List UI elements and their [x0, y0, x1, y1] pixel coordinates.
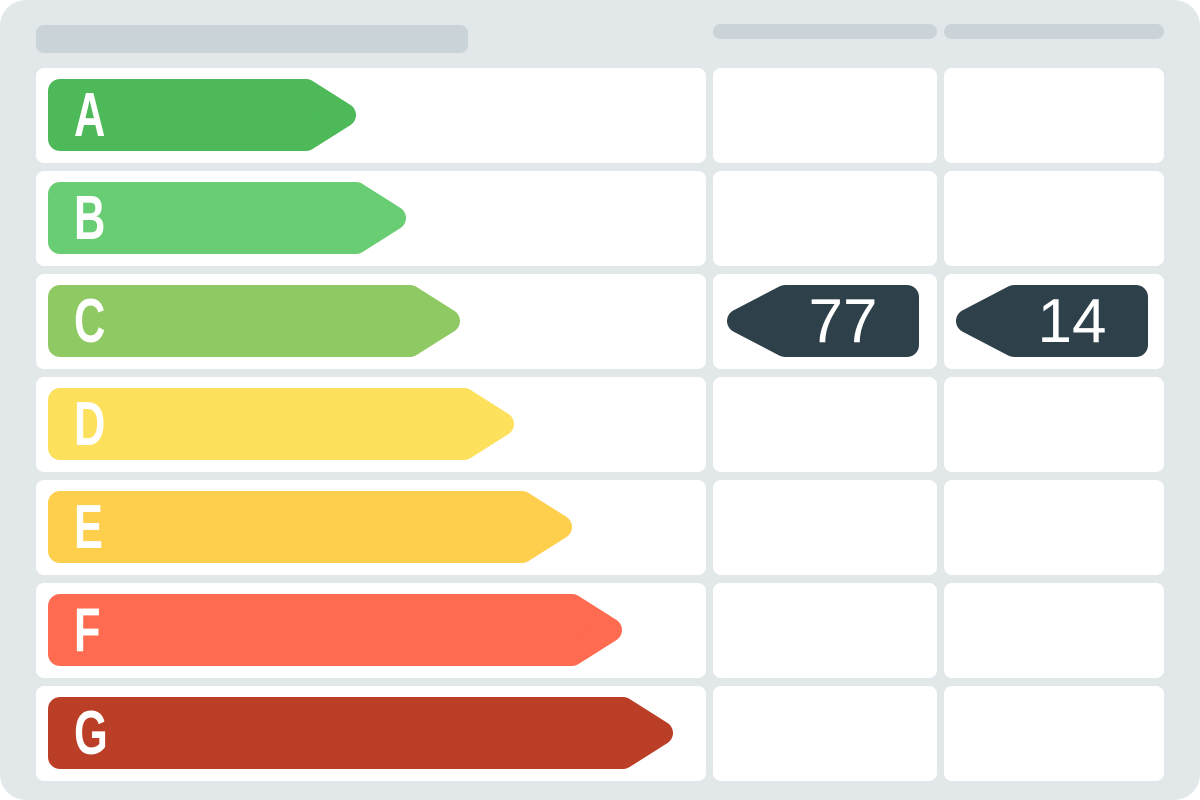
value-cell-B-col2	[944, 171, 1164, 266]
rating-band-arrow-D: D	[48, 388, 516, 460]
badge-value-text: 14	[1037, 286, 1107, 356]
rating-band-letter: D	[74, 389, 106, 459]
rating-band-letter: C	[74, 286, 106, 356]
column1-header-skeleton-bar	[713, 24, 937, 39]
rating-band-arrow-G: G	[48, 697, 675, 769]
rating-band-arrow-F: F	[48, 594, 624, 666]
value-cell-D-col1	[713, 377, 937, 472]
badge-value-text: 77	[808, 286, 878, 356]
band-row-cell-A: A	[36, 68, 706, 163]
value-cell-C-col2: 14	[944, 274, 1164, 369]
value-badge: 14	[954, 285, 1148, 357]
band-row-cell-G: G	[36, 686, 706, 781]
rating-band-arrow-C: C	[48, 285, 462, 357]
rating-band-arrow-B: B	[48, 182, 408, 254]
rating-band-letter: F	[74, 595, 101, 665]
band-row-cell-C: C	[36, 274, 706, 369]
title-skeleton-bar	[36, 25, 468, 53]
band-row-cell-D: D	[36, 377, 706, 472]
column2-header-skeleton-bar	[944, 24, 1164, 39]
rating-band-arrow-A: A	[48, 79, 358, 151]
value-cell-F-col2	[944, 583, 1164, 678]
value-cell-G-col1	[713, 686, 937, 781]
rating-band-letter: A	[74, 80, 106, 150]
band-row-cell-F: F	[36, 583, 706, 678]
value-cell-D-col2	[944, 377, 1164, 472]
value-cell-E-col1	[713, 480, 937, 575]
value-badge: 77	[725, 285, 919, 357]
band-row-cell-E: E	[36, 480, 706, 575]
rating-band-letter: B	[74, 183, 106, 253]
card-header	[0, 0, 1200, 68]
value-cell-A-col2	[944, 68, 1164, 163]
value-cell-C-col1: 77	[713, 274, 937, 369]
rating-band-letter: G	[74, 698, 108, 768]
rating-band-letter: E	[74, 492, 103, 562]
value-cell-G-col2	[944, 686, 1164, 781]
value-cell-A-col1	[713, 68, 937, 163]
band-row-cell-B: B	[36, 171, 706, 266]
value-cell-B-col1	[713, 171, 937, 266]
value-cell-F-col1	[713, 583, 937, 678]
rating-grid: A B C 77 14 D E F G	[0, 68, 1200, 781]
rating-band-arrow-E: E	[48, 491, 574, 563]
value-cell-E-col2	[944, 480, 1164, 575]
